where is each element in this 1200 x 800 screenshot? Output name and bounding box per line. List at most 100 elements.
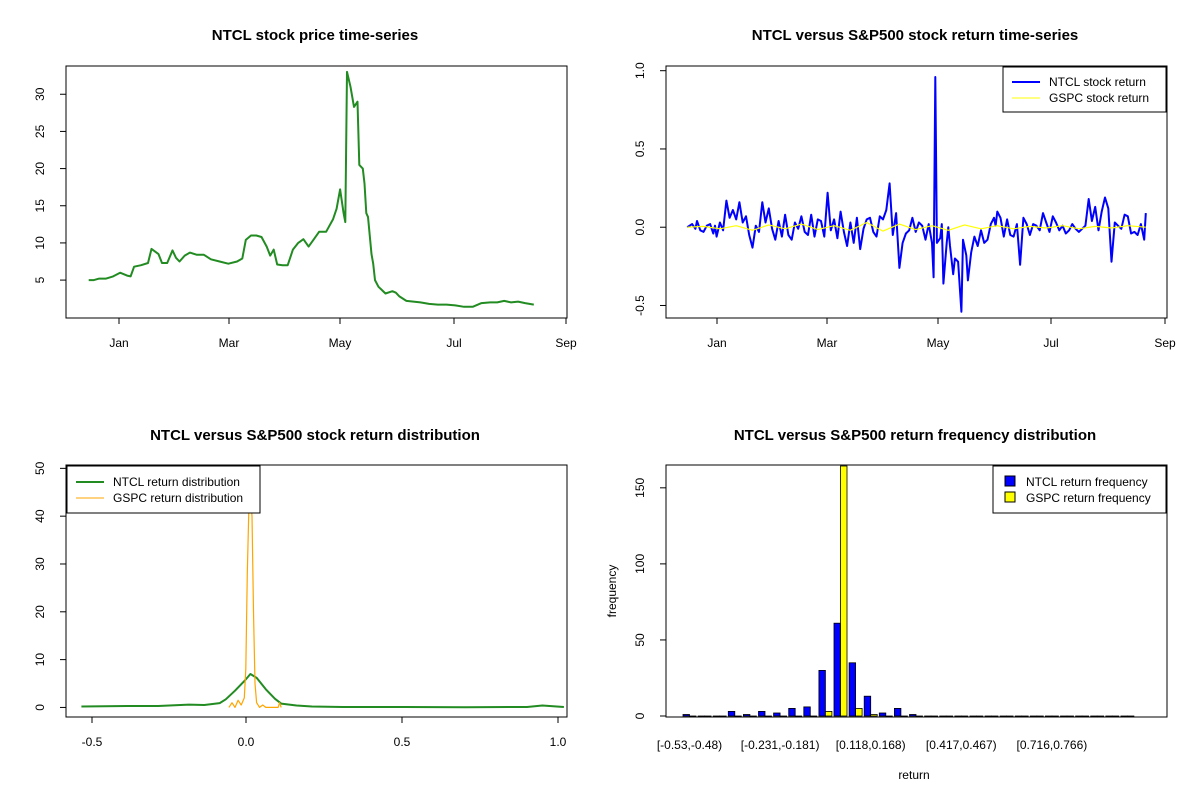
returns-y-tick-label: -0.5 (633, 295, 647, 316)
price-y-tick-label: 30 (33, 87, 47, 101)
histogram-bar-gspc (794, 715, 803, 717)
histogram-bar-ntcl (682, 714, 690, 717)
returns-x-tick-label: Jan (707, 336, 726, 350)
histogram-x-tick-label: [0.417,0.467) (926, 738, 997, 752)
histogram-bar-ntcl (697, 715, 705, 717)
density-x-tick-label: 0.0 (238, 735, 255, 749)
returns-series-line-1 (687, 221, 1146, 232)
histogram-legend-box (992, 465, 1167, 514)
histogram-bar-gspc (960, 715, 969, 717)
histogram-y-axis-label: frequency (605, 565, 619, 618)
price-x-tick-label: May (329, 336, 352, 350)
histogram-x-tick-label: [-0.231,-0.181) (741, 738, 820, 752)
price-series-line-0 (88, 70, 534, 308)
histogram-bar-ntcl (803, 706, 811, 717)
histogram-bar-ntcl (712, 715, 721, 717)
density-series-line-1 (228, 491, 282, 708)
histogram-bar-gspc (719, 715, 727, 717)
returns-x-tick-label: Jul (1043, 336, 1058, 350)
legend-label-ntcl-return: NTCL stock return (1049, 75, 1146, 89)
histogram-bar-gspc (764, 715, 772, 717)
histogram-x-axis: [-0.53,-0.48) [-0.231,-0.181) [0.118,0.168… (657, 738, 1087, 752)
price-plot-frame (65, 65, 568, 319)
histogram-bar-gspc (734, 715, 742, 717)
histogram-bar-ntcl (1090, 715, 1098, 717)
histogram-y-tick-label: 50 (633, 633, 647, 647)
histogram-bar-ntcl (1029, 715, 1038, 717)
histogram-bar-ntcl (1105, 715, 1113, 717)
legend-swatch-ntcl-freq (1004, 475, 1016, 487)
histogram-bar-gspc (1036, 715, 1044, 717)
price-y-tick-label: 15 (33, 199, 47, 213)
histogram-bar-gspc (704, 715, 712, 717)
price-x-tick-label: Jul (446, 336, 461, 350)
legend-label-gspc-dist: GSPC return distribution (113, 491, 243, 505)
histogram-bar-ntcl (939, 715, 947, 717)
density-y-tick-label: 20 (33, 605, 47, 619)
price-y-axis: 5 10 15 20 25 30 (33, 87, 67, 283)
histogram-bar-ntcl (984, 715, 992, 717)
returns-y-axis: -0.5 0.0 0.5 1.0 (633, 62, 667, 316)
returns-y-tick-label: 1.0 (633, 62, 647, 79)
histogram-y-tick-label: 100 (633, 554, 647, 574)
price-x-tick-label: Mar (219, 336, 240, 350)
histogram-bar-gspc (1006, 715, 1014, 717)
legend-label-ntcl-freq: NTCL return frequency (1026, 475, 1148, 489)
histogram-bar-gspc (1021, 715, 1029, 717)
histogram-bar-gspc (1111, 715, 1120, 717)
price-chart-title: NTCL stock price time-series (212, 27, 418, 44)
histogram-bar-ntcl (969, 715, 977, 717)
histogram-bar-gspc (855, 708, 863, 717)
histogram-bar-ntcl (848, 662, 856, 717)
histogram-bar-gspc (809, 715, 818, 717)
histogram-bar-ntcl (727, 711, 736, 717)
histogram-bar-gspc (976, 715, 984, 717)
price-y-tick-label: 5 (33, 276, 47, 283)
histogram-bar-gspc (1127, 715, 1135, 717)
histogram-bar-gspc (840, 465, 848, 717)
histogram-bar-ntcl (758, 711, 766, 717)
histogram-bar-gspc (1096, 715, 1105, 717)
density-series-line-0 (81, 673, 564, 709)
histogram-bar-ntcl (1075, 715, 1083, 717)
density-panel: NTCL versus S&P500 stock return distribu… (33, 427, 568, 749)
histogram-x-tick-label: [0.716,0.766) (1017, 738, 1088, 752)
histogram-bar-gspc (749, 715, 757, 717)
returns-legend-box (1002, 66, 1167, 113)
histogram-bar-ntcl (954, 715, 962, 717)
histogram-bar-ntcl (743, 714, 751, 717)
histogram-y-tick-label: 150 (633, 477, 647, 497)
histogram-y-axis: 0 50 100 150 (633, 477, 667, 719)
histogram-x-axis-label: return (898, 768, 929, 782)
density-y-tick-label: 30 (33, 557, 47, 571)
histogram-bar-gspc (779, 715, 787, 717)
histogram-bar-gspc (1051, 715, 1059, 717)
legend-label-ntcl-dist: NTCL return distribution (113, 475, 240, 489)
legend-label-gspc-freq: GSPC return frequency (1026, 491, 1151, 505)
histogram-bar-gspc (885, 715, 893, 717)
density-legend-box (66, 465, 261, 514)
density-y-tick-label: 40 (33, 509, 47, 523)
density-x-tick-label: 0.5 (394, 735, 411, 749)
histogram-bar-ntcl (1045, 715, 1053, 717)
price-y-tick-label: 25 (33, 124, 47, 138)
histogram-bar-gspc (945, 715, 954, 717)
density-y-tick-label: 0 (33, 704, 47, 711)
price-panel: NTCL stock price time-series Jan Mar May Ju… (33, 27, 577, 350)
density-y-tick-label: 50 (33, 461, 47, 475)
density-legend: NTCL return distribution GSPC return dis… (66, 465, 261, 514)
histogram-bar-ntcl (894, 708, 902, 717)
histogram-bar-ntcl (878, 712, 887, 717)
histogram-bars-layer (682, 465, 1135, 717)
returns-y-tick-label: 0.5 (633, 140, 647, 157)
histogram-legend: NTCL return frequency GSPC return freque… (992, 465, 1167, 514)
histogram-x-tick-label: [0.118,0.168) (836, 738, 906, 752)
histogram-bar-ntcl (909, 714, 917, 717)
returns-x-tick-label: Mar (817, 336, 838, 350)
histogram-bar-ntcl (818, 670, 826, 717)
histogram-bar-ntcl (863, 695, 872, 717)
returns-y-tick-label: 0.0 (633, 219, 647, 236)
histogram-bar-gspc (1066, 715, 1074, 717)
histogram-bar-gspc (689, 715, 697, 717)
